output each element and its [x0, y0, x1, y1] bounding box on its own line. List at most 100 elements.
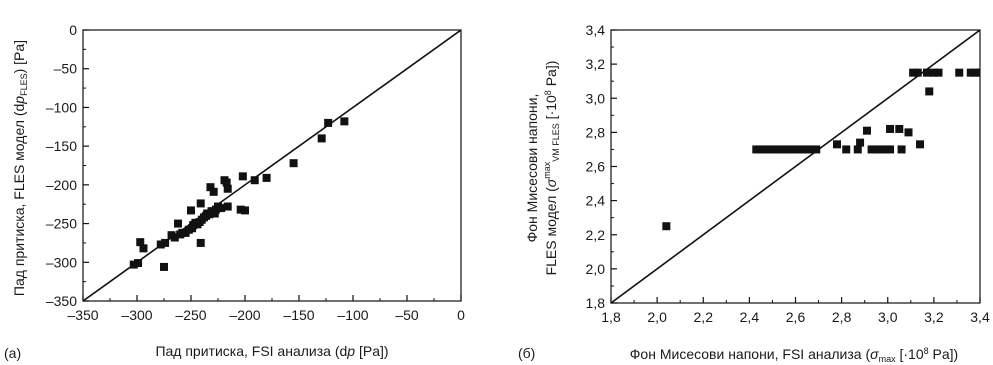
chart-a-point-40: [241, 206, 249, 215]
chart-b-point-0: [662, 222, 671, 231]
chart-a-y-tick-label-7: 0: [69, 22, 77, 38]
chart-a-x-tick-label-7: 0: [457, 307, 465, 323]
chart-b-point-10: [793, 145, 802, 154]
chart-b-y-tick-label-2: 2,2: [586, 227, 606, 243]
chart-a-point-2: [136, 238, 145, 247]
chart-a-panel-label: (a): [4, 345, 21, 361]
chart-a-point-33: [217, 204, 226, 213]
chart-b-y-tick-label-0: 1,8: [586, 295, 606, 311]
chart-a-point-20: [196, 199, 205, 208]
chart-b-x-tick-label-1: 2,0: [647, 309, 667, 325]
chart-a-x-ticks: –350 –300 –250 –200 –150 –100 –50 0: [67, 295, 465, 323]
chart-b-point-25: [886, 124, 895, 133]
chart-b-y-tick-label-5: 2,8: [586, 124, 606, 140]
chart-a-y-axis-label: Пад притиска, FLES модел (dpFLES) [Pa]: [11, 40, 29, 296]
chart-b-y-tick-label-4: 2,6: [586, 159, 606, 175]
chart-b-panel-label: (б): [518, 345, 535, 361]
chart-b-point-32: [922, 68, 931, 77]
chart-b-point-8: [784, 145, 793, 154]
chart-b-point-11: [798, 145, 807, 154]
chart-b-point-17: [853, 145, 862, 154]
chart-b-point-23: [881, 145, 890, 154]
chart-b-point-6: [775, 145, 784, 154]
chart-a-point-39: [238, 172, 247, 181]
chart-a-x-tick-label-6: –50: [395, 307, 419, 323]
chart-b-y-tick-label-8: 3,4: [586, 22, 606, 38]
chart-a-point-46: [340, 117, 349, 126]
chart-b-x-tick-label-7: 3,2: [924, 309, 944, 325]
chart-b-point-35: [934, 68, 943, 77]
chart-a-y-tick-label-5: –100: [46, 99, 77, 115]
chart-a-y-tick-label-3: –200: [46, 177, 77, 193]
chart-a-point-37: [223, 202, 232, 211]
chart-b-point-1: [752, 145, 761, 154]
chart-b-point-22: [876, 145, 885, 154]
chart-a: –350 –300 –250 –200 –150 –100 –50 0 –350 –300 –25…: [4, 22, 465, 361]
chart-b-point-24: [886, 145, 895, 154]
chart-b-point-16: [842, 145, 851, 154]
chart-b-point-37: [966, 68, 975, 77]
chart-b-point-31: [916, 140, 925, 149]
chart-b-point-26: [895, 124, 904, 133]
chart-b-y-tick-label-1: 2,0: [586, 261, 606, 277]
chart-b-x-tick-label-4: 2,6: [786, 309, 806, 325]
chart-a-x-tick-label-4: –150: [283, 307, 314, 323]
chart-b-y-axis-label-line2: FLES модел (σmaxVM FLES [·108 Pa]): [542, 61, 561, 276]
chart-b-point-18: [856, 138, 865, 147]
chart-a-point-14: [187, 206, 195, 215]
chart-a-x-axis-label: Пад притиска, FSI анализа (dp [Pa]): [155, 343, 388, 359]
chart-b-point-33: [925, 87, 934, 96]
chart-b-point-15: [833, 140, 842, 149]
chart-b-y-tick-label-7: 3,2: [586, 56, 606, 72]
chart-a-x-tick-label-5: –100: [337, 307, 368, 323]
chart-b: 1,8 2,0 2,2 2,4 2,6 2,8 3,0 3,2 3,4 1,8 2,0 2,2 2,4…: [518, 22, 990, 364]
chart-a-point-36: [223, 184, 232, 193]
chart-a-point-42: [262, 173, 271, 182]
chart-a-point-29: [209, 187, 218, 196]
chart-a-reference-line: [83, 30, 461, 301]
chart-a-y-tick-label-0: –350: [46, 293, 77, 309]
chart-b-point-20: [867, 145, 876, 154]
chart-b-point-19: [862, 126, 871, 135]
chart-a-point-44: [317, 134, 326, 143]
chart-a-point-8: [170, 233, 179, 242]
chart-b-point-27: [897, 145, 906, 154]
chart-a-point-45: [324, 118, 333, 127]
chart-b-point-28: [904, 128, 913, 137]
chart-a-point-35: [222, 178, 231, 187]
chart-a-x-tick-label-1: –300: [121, 307, 152, 323]
chart-b-point-14: [812, 145, 821, 154]
chart-a-y-tick-label-4: –150: [46, 138, 77, 154]
chart-a-points: [129, 117, 349, 271]
chart-b-point-4: [766, 145, 775, 154]
chart-b-point-5: [770, 145, 779, 154]
chart-a-y-tick-label-6: –50: [54, 61, 78, 77]
chart-b-x-tick-label-2: 2,2: [694, 309, 714, 325]
chart-b-x-tick-label-8: 3,4: [970, 309, 990, 325]
chart-a-y-tick-label-1: –300: [46, 254, 77, 270]
chart-b-x-axis-label: Фон Мисесови напони, FSI анализа (σmax […: [630, 346, 958, 364]
chart-a-point-27: [206, 183, 215, 192]
chart-b-point-13: [807, 145, 816, 154]
chart-b-point-34: [929, 68, 938, 77]
chart-b-point-9: [789, 145, 798, 154]
chart-b-point-38: [971, 68, 980, 77]
chart-b-point-36: [955, 68, 964, 77]
chart-a-y-tick-label-2: –250: [46, 216, 77, 232]
chart-b-point-30: [913, 68, 922, 77]
chart-a-point-38: [236, 205, 245, 214]
chart-a-x-tick-label-0: –350: [67, 307, 98, 323]
chart-b-point-39: [976, 68, 980, 77]
chart-b-point-3: [761, 145, 770, 154]
chart-a-y-ticks: –350 –300 –250 –200 –150 –100 –50 0: [46, 22, 89, 309]
chart-b-reference-line: [611, 30, 980, 303]
chart-a-point-9: [174, 219, 183, 228]
chart-b-x-tick-label-6: 3,0: [878, 309, 898, 325]
chart-b-point-2: [756, 145, 765, 154]
chart-b-y-tick-label-3: 2,4: [586, 193, 606, 209]
chart-b-x-tick-label-5: 2,8: [832, 309, 852, 325]
chart-a-x-tick-label-2: –250: [175, 307, 206, 323]
chart-a-point-43: [289, 159, 298, 168]
chart-a-point-1: [134, 259, 143, 268]
